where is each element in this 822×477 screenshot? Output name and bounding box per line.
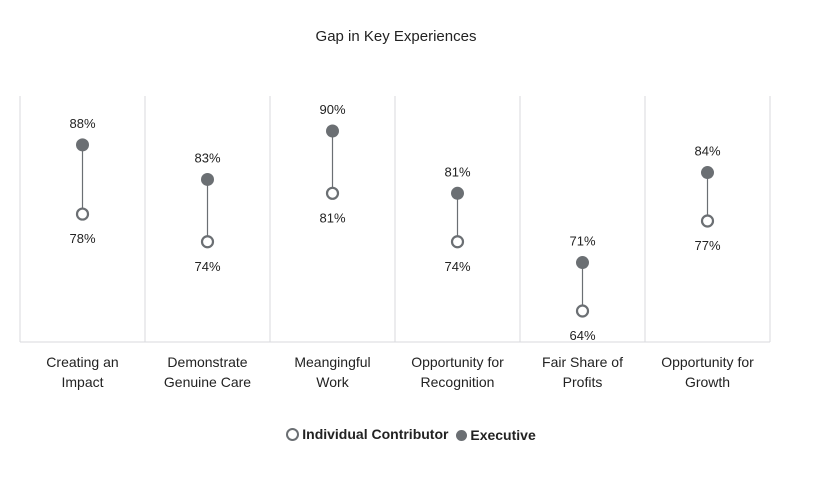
category-label: Profits (563, 374, 603, 390)
category-label: Growth (685, 374, 730, 390)
individual-contributor-value-label: 74% (444, 259, 470, 274)
executive-value-label: 83% (194, 150, 220, 165)
individual-contributor-value-label: 77% (694, 238, 720, 253)
individual-contributor-value-label: 81% (319, 210, 345, 225)
filled-circle-icon (456, 429, 468, 441)
category-label: Opportunity for (411, 354, 504, 370)
individual-contributor-value-label: 64% (569, 328, 595, 343)
executive-point (201, 172, 214, 186)
executive-point (326, 124, 339, 138)
dumbbell-chart: Gap in Key Experiences 88% 78% 83% 74% 90% 81… (19, 28, 771, 390)
chart-title: Gap in Key Experiences (316, 28, 477, 45)
executive-value-label: 71% (569, 234, 595, 249)
individual-contributor-point (575, 304, 590, 318)
executive-value-label: 84% (694, 144, 720, 159)
individual-contributor-point (325, 186, 340, 200)
chart-legend: Individual Contributor Executive (0, 426, 822, 444)
legend-item-executive: Executive (456, 427, 536, 443)
category-label: Opportunity for (661, 354, 754, 370)
executive-value-label: 81% (444, 164, 470, 179)
open-circle-icon (286, 427, 300, 441)
individual-contributor-point (450, 235, 465, 249)
executive-point (76, 138, 89, 152)
legend-item-individual-contributor: Individual Contributor (286, 426, 448, 442)
executive-value-label: 88% (69, 116, 95, 131)
executive-point (451, 186, 464, 200)
category-label: Work (316, 374, 349, 390)
category-label: Creating an (46, 354, 118, 370)
category-label: Meangingful (294, 354, 370, 370)
executive-point (701, 166, 714, 180)
category-label: Genuine Care (164, 374, 251, 390)
legend-label-executive: Executive (470, 427, 536, 443)
individual-contributor-value-label: 74% (194, 259, 220, 274)
category-labels: Creating an Impact Demonstrate Genuine Care… (46, 354, 754, 390)
executive-value-label: 90% (319, 102, 345, 117)
grid-lines (19, 96, 771, 343)
chart-marks: 88% 78% 83% 74% 90% 81% 81% 74% 71% 64% 84% 77% (69, 102, 720, 343)
category-label: Demonstrate (167, 354, 247, 370)
individual-contributor-point (75, 207, 90, 221)
legend-label-individual-contributor: Individual Contributor (302, 426, 449, 442)
executive-point (576, 256, 589, 270)
individual-contributor-point (700, 214, 715, 228)
category-label: Impact (61, 374, 103, 390)
individual-contributor-value-label: 78% (69, 231, 95, 246)
category-label: Recognition (421, 374, 495, 390)
individual-contributor-point (200, 235, 215, 249)
category-label: Fair Share of (542, 354, 623, 370)
